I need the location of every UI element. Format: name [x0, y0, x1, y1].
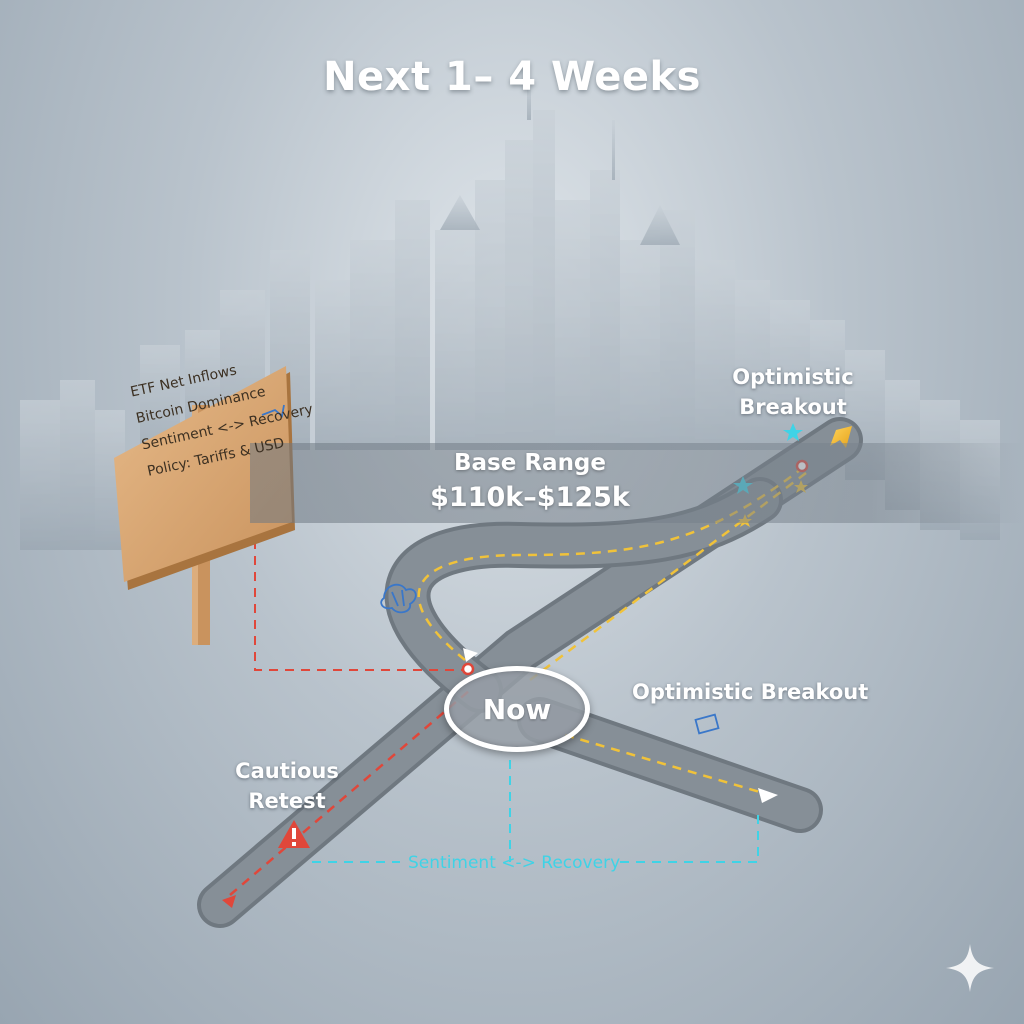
cautious-retest-label: Cautious Retest	[222, 756, 352, 816]
now-node: Now	[444, 666, 590, 752]
sign-connector	[254, 500, 470, 671]
optimistic-breakout-top-label: Optimistic Breakout	[718, 362, 868, 422]
bearish-route	[229, 689, 471, 896]
optimistic-breakout-right-label: Optimistic Breakout	[632, 680, 869, 704]
warning-icon	[278, 820, 310, 848]
chart-icon	[261, 404, 285, 418]
page-title: Next 1– 4 Weeks	[323, 54, 701, 100]
base-range-band	[250, 443, 1024, 523]
optimistic-top-line-1: Optimistic	[732, 365, 854, 389]
sentiment-recovery-label: Sentiment <-> Recovery	[408, 853, 621, 873]
brain-icon	[380, 583, 417, 614]
now-label: Now	[482, 692, 552, 726]
bullish-route-c	[564, 733, 771, 797]
optimistic-top-line-2: Breakout	[739, 395, 847, 419]
money-icon	[694, 713, 720, 735]
base-range-label: Base Range $110k–$125k	[360, 450, 700, 513]
cautious-line-1: Cautious	[235, 759, 339, 783]
arrow-icon	[222, 426, 852, 908]
sparkle-icon	[946, 944, 994, 992]
signpost	[114, 366, 295, 645]
cautious-line-2: Retest	[248, 789, 326, 813]
base-range-value: $110k–$125k	[430, 482, 630, 513]
sentiment-connector	[312, 760, 759, 863]
base-range-title: Base Range	[453, 450, 606, 476]
